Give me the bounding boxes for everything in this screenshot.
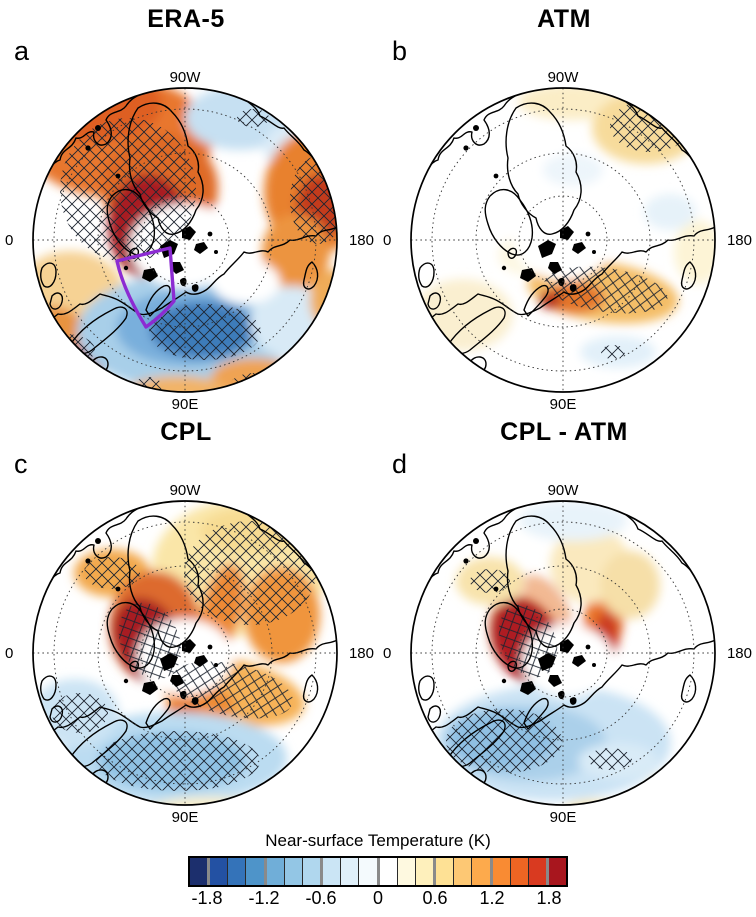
map-panel-b: ATM b <box>378 0 756 413</box>
colorbar-title: Near-surface Temperature (K) <box>265 831 491 850</box>
panel-title: CPL - ATM <box>500 418 628 446</box>
panel-title: CPL <box>160 418 212 446</box>
colorbar-cell <box>207 858 228 885</box>
polar-map-atm: 90W 0 180 90E <box>383 69 752 413</box>
meridian-label-90w: 90W <box>548 482 580 499</box>
colorbar-cell <box>190 858 208 885</box>
meridian-label-90e: 90E <box>172 396 199 413</box>
colorbar-cell <box>545 858 567 885</box>
panel-title: ATM <box>537 5 591 33</box>
meridian-label-180: 180 <box>349 645 374 662</box>
panel-letter: b <box>392 36 408 66</box>
meridian-label-90e: 90E <box>550 396 577 413</box>
colorbar-bar <box>188 856 568 887</box>
colorbar-tick-label: 1.8 <box>536 888 562 908</box>
colorbar-cell <box>433 858 454 885</box>
colorbar-tick-label: 1.2 <box>479 888 505 908</box>
meridian-label-0: 0 <box>383 232 391 249</box>
colorbar-cell <box>376 858 397 885</box>
colorbar-cell <box>509 858 528 885</box>
colorbar-ticks: -1.8 -1.2 -0.6 0 0.6 1.2 1.8 <box>188 888 568 912</box>
colorbar-cell <box>340 858 359 885</box>
colorbar-tick-label: -1.8 <box>191 888 223 908</box>
map-panel-c: CPL c <box>0 413 378 826</box>
meridian-label-90w: 90W <box>548 69 580 86</box>
meridian-label-180: 180 <box>727 645 752 662</box>
map-panel-d: CPL - ATM d <box>378 413 756 826</box>
colorbar-cell <box>283 858 302 885</box>
colorbar-cell <box>301 858 321 885</box>
colorbar-cell <box>471 858 490 885</box>
colorbar-tick-label: 0.6 <box>422 888 448 908</box>
meridian-label-90w: 90W <box>170 69 202 86</box>
colorbar-cell <box>489 858 510 885</box>
colorbar-cell <box>414 858 434 885</box>
colorbar-cell <box>453 858 472 885</box>
colorbar-tick-label: -0.6 <box>305 888 337 908</box>
meridian-label-0: 0 <box>383 645 391 662</box>
meridian-label-0: 0 <box>5 645 13 662</box>
meridian-label-180: 180 <box>349 232 374 249</box>
colorbar-tick-label: -1.2 <box>248 888 280 908</box>
polar-map-cpl-minus-atm: 90W 0 180 90E <box>383 482 752 826</box>
colorbar-cell <box>245 858 264 885</box>
meridian-label-90e: 90E <box>172 809 199 826</box>
map-panel-a: ERA-5 a <box>0 0 378 413</box>
panel-title: ERA-5 <box>147 5 225 33</box>
colorbar-cell <box>320 858 341 885</box>
panel-letter: c <box>14 449 28 479</box>
polar-map-era5: 90W 0 180 90E <box>5 69 374 413</box>
colorbar-cell <box>358 858 377 885</box>
meridian-label-90e: 90E <box>550 809 577 826</box>
colorbar-cell <box>263 858 284 885</box>
colorbar-cell <box>227 858 246 885</box>
colorbar-tick-label: 0 <box>372 888 384 908</box>
panel-letter: a <box>14 36 30 66</box>
meridian-label-0: 0 <box>5 232 13 249</box>
meridian-label-180: 180 <box>727 232 752 249</box>
panel-grid: ERA-5 a <box>0 0 756 826</box>
meridian-label-90w: 90W <box>170 482 202 499</box>
polar-map-cpl: 90W 0 180 90E <box>5 482 374 826</box>
colorbar-block: Near-surface Temperature (K) -1.8 -1.2 -0.… <box>0 826 756 917</box>
panel-letter: d <box>392 449 408 479</box>
colorbar-cell <box>396 858 415 885</box>
study-region-box <box>115 246 176 329</box>
colorbar-cell <box>527 858 546 885</box>
